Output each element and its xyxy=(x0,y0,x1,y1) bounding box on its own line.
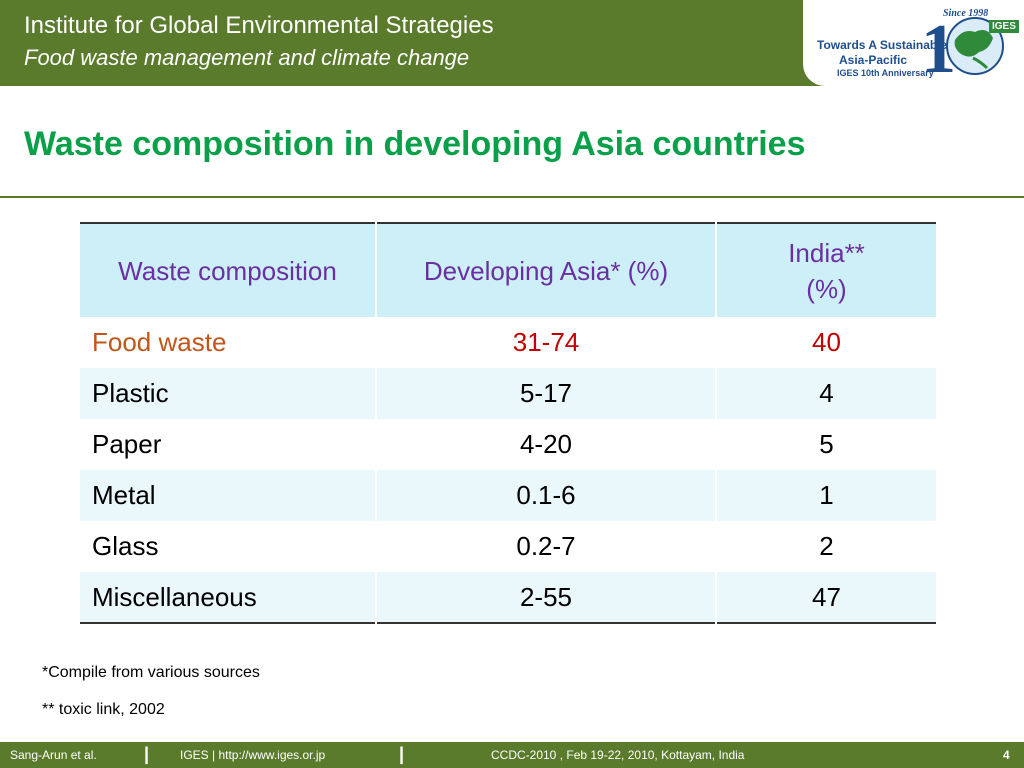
footer-band: Sang-Arun et al. | IGES | http://www.ige… xyxy=(0,742,1024,768)
waste-composition-table: Waste composition Developing Asia* (%) I… xyxy=(80,222,936,624)
table-row: Miscellaneous 2-55 47 xyxy=(80,572,936,623)
footer-website[interactable]: IGES | http://www.iges.or.jp xyxy=(180,748,326,762)
table-cell: 0.1-6 xyxy=(376,470,717,521)
table-cell: Miscellaneous xyxy=(80,572,377,623)
logo-badge: IGES xyxy=(989,20,1019,33)
footnote-india: ** toxic link, 2002 xyxy=(42,701,165,718)
footer-author: Sang-Arun et al. xyxy=(10,748,97,762)
table-row: Paper 4-20 5 xyxy=(80,419,936,470)
table-cell: Metal xyxy=(80,470,377,521)
presentation-subtitle: Food waste management and climate change xyxy=(24,45,470,70)
logo-anniversary: IGES 10th Anniversary xyxy=(837,68,934,78)
footer-event: CCDC-2010 , Feb 19-22, 2010, Kottayam, I… xyxy=(491,748,745,762)
table-cell: 4 xyxy=(716,368,936,419)
column-header: India** (%) xyxy=(716,223,936,317)
table-cell: 2 xyxy=(819,531,834,561)
table-row: Plastic 5-17 4 xyxy=(80,368,936,419)
logo-tagline-2: Asia-Pacific xyxy=(839,53,908,67)
title-divider xyxy=(0,196,1024,198)
column-header: Waste composition xyxy=(80,223,377,317)
table-cell: Food waste xyxy=(80,317,377,368)
footer-separator: | xyxy=(144,744,150,764)
organization-title: Institute for Global Environmental Strat… xyxy=(24,12,494,39)
table-cell: 4-20 xyxy=(376,419,717,470)
table-cell: 47 xyxy=(716,572,936,623)
table-cell: 40 xyxy=(812,327,841,357)
page-number: 4 xyxy=(1003,748,1010,762)
table-cell: 5-17 xyxy=(376,368,717,419)
logo-tagline-1: Towards A Sustainable xyxy=(817,38,948,52)
table-cell: Paper xyxy=(80,419,377,470)
iges-logo: 1 Since 1998 IGES Towards A Sustainable … xyxy=(803,0,1024,86)
table-cell: 1 xyxy=(716,470,936,521)
table-row: Food waste 31-74 40 xyxy=(80,317,936,368)
footer-separator: | xyxy=(399,744,405,764)
table-cell: Glass xyxy=(80,521,377,572)
footnote-sources: *Compile from various sources xyxy=(42,664,260,681)
table-cell: 31-74 xyxy=(376,317,717,368)
table-cell: 2-55 xyxy=(376,572,717,623)
header-band: Institute for Global Environmental Strat… xyxy=(0,0,1024,86)
table-cell: 5 xyxy=(819,429,834,459)
logo-since-text: Since 1998 xyxy=(943,8,989,19)
table-row: Glass 0.2-7 2 xyxy=(80,521,936,572)
column-header: Developing Asia* (%) xyxy=(376,223,717,317)
table-cell: Plastic xyxy=(80,368,377,419)
table-header-row: Waste composition Developing Asia* (%) I… xyxy=(80,223,936,317)
table-cell: 0.2-7 xyxy=(376,521,717,572)
slide-title: Waste composition in developing Asia cou… xyxy=(24,125,806,163)
table-row: Metal 0.1-6 1 xyxy=(80,470,936,521)
